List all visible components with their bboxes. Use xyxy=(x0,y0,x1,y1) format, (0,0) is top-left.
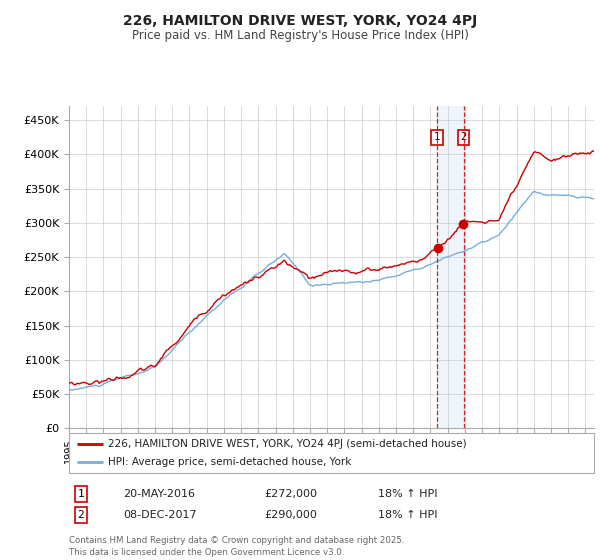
Text: 20-MAY-2016: 20-MAY-2016 xyxy=(123,489,195,499)
Text: HPI: Average price, semi-detached house, York: HPI: Average price, semi-detached house,… xyxy=(109,457,352,467)
Text: 2: 2 xyxy=(461,132,467,142)
Text: 18% ↑ HPI: 18% ↑ HPI xyxy=(378,489,437,499)
Bar xyxy=(437,106,464,428)
Text: 226, HAMILTON DRIVE WEST, YORK, YO24 4PJ (semi-detached house): 226, HAMILTON DRIVE WEST, YORK, YO24 4PJ… xyxy=(109,439,467,449)
Text: Contains HM Land Registry data © Crown copyright and database right 2025.
This d: Contains HM Land Registry data © Crown c… xyxy=(69,536,404,557)
Text: 226, HAMILTON DRIVE WEST, YORK, YO24 4PJ: 226, HAMILTON DRIVE WEST, YORK, YO24 4PJ xyxy=(123,14,477,28)
Text: 08-DEC-2017: 08-DEC-2017 xyxy=(123,510,197,520)
Text: 1: 1 xyxy=(434,132,440,142)
Text: 2: 2 xyxy=(77,510,85,520)
Text: 1: 1 xyxy=(77,489,85,499)
Text: Price paid vs. HM Land Registry's House Price Index (HPI): Price paid vs. HM Land Registry's House … xyxy=(131,29,469,42)
Text: 18% ↑ HPI: 18% ↑ HPI xyxy=(378,510,437,520)
Text: £290,000: £290,000 xyxy=(264,510,317,520)
Text: £272,000: £272,000 xyxy=(264,489,317,499)
